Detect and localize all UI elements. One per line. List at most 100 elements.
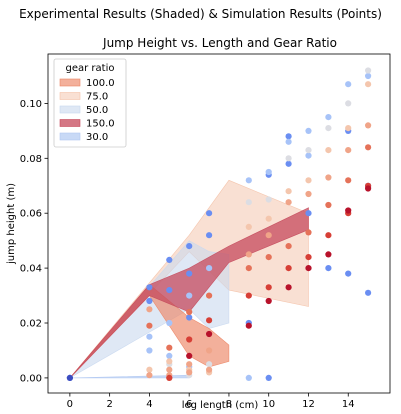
sim-point — [186, 292, 193, 299]
legend-swatch — [59, 119, 81, 127]
x-tick-label: 12 — [302, 399, 315, 410]
sim-point — [166, 374, 173, 381]
sim-point — [285, 133, 292, 140]
sim-point — [365, 72, 372, 80]
sim-point — [345, 147, 352, 154]
sim-point — [285, 160, 292, 167]
sim-point — [206, 232, 213, 239]
sim-point — [146, 366, 153, 373]
sim-point — [285, 265, 292, 272]
sim-point — [305, 229, 312, 236]
sim-point — [265, 297, 272, 305]
sim-point — [146, 372, 153, 379]
figure-suptitle: Experimental Results (Shaded) & Simulati… — [19, 7, 382, 21]
sim-point — [285, 188, 292, 195]
sim-point — [186, 270, 193, 277]
sim-point — [325, 147, 332, 154]
sim-point — [245, 177, 252, 184]
sim-point — [305, 147, 312, 154]
sim-point — [265, 168, 272, 176]
sim-point — [345, 207, 352, 214]
sim-point — [345, 100, 352, 107]
y-axis: 0.00 0.02 0.04 0.06 0.08 0.10 — [20, 99, 48, 384]
sim-point — [186, 361, 193, 368]
sim-point — [245, 223, 252, 230]
sim-point — [325, 232, 332, 239]
sim-point — [206, 347, 213, 354]
legend-entry-label: 75.0 — [86, 92, 108, 103]
sim-point — [305, 152, 312, 159]
sim-point — [285, 284, 292, 291]
sim-point — [265, 215, 272, 222]
x-tick-label: 6 — [186, 399, 192, 410]
sim-point — [345, 270, 352, 277]
sim-point — [166, 366, 173, 373]
sim-point — [325, 265, 332, 272]
y-tick-label: 0.08 — [20, 154, 42, 165]
sim-point — [166, 256, 173, 263]
y-tick-label: 0.04 — [20, 264, 42, 275]
sim-point — [146, 333, 153, 340]
legend-swatch — [59, 78, 81, 87]
sim-point — [265, 254, 272, 261]
sim-point — [166, 344, 173, 351]
x-tick-label: 8 — [226, 399, 232, 410]
sim-point — [285, 199, 292, 206]
sim-point — [365, 185, 372, 192]
y-tick-label: 0.06 — [20, 209, 42, 220]
legend-swatch — [59, 105, 81, 114]
sim-point — [146, 297, 153, 305]
sim-point — [166, 352, 173, 359]
sim-point — [265, 284, 272, 291]
sim-point — [285, 138, 292, 145]
sim-point — [245, 374, 252, 381]
y-tick-label: 0.10 — [20, 99, 42, 110]
legend-swatch — [59, 132, 81, 141]
sim-point — [365, 122, 372, 129]
sim-point — [206, 366, 213, 373]
sim-point — [305, 265, 312, 272]
sim-point — [365, 81, 372, 88]
legend-entry-label: 30.0 — [86, 132, 108, 143]
sim-point — [365, 67, 372, 74]
sim-point — [365, 289, 372, 296]
legend-title: gear ratio — [66, 63, 115, 74]
chart-title: Jump Height vs. Length and Gear Ratio — [102, 36, 337, 50]
sim-point — [166, 319, 173, 327]
sim-point — [345, 81, 352, 88]
sim-point — [186, 369, 193, 376]
x-tick-label: 0 — [67, 399, 73, 410]
legend-entry-label: 150.0 — [86, 119, 115, 130]
sim-point — [285, 243, 292, 250]
sim-point — [245, 199, 252, 206]
sim-point — [146, 306, 153, 313]
sim-point — [345, 177, 352, 184]
sim-point — [206, 317, 213, 324]
sim-point — [265, 374, 272, 381]
sim-point — [265, 196, 272, 203]
sim-point — [265, 232, 272, 239]
sim-point — [206, 292, 213, 299]
sim-point — [166, 358, 173, 365]
sim-point — [186, 243, 193, 250]
sim-point — [325, 174, 332, 181]
x-tick-label: 2 — [106, 399, 112, 410]
sim-point — [305, 177, 312, 184]
sim-point — [305, 254, 312, 261]
sim-point — [285, 155, 292, 162]
sim-point — [206, 330, 213, 338]
sim-point — [245, 265, 252, 272]
sim-point — [146, 322, 153, 329]
sim-point — [245, 292, 252, 299]
legend-entry-label: 100.0 — [86, 78, 115, 89]
x-axis: 0 2 4 6 8 10 12 14 — [67, 393, 355, 410]
sim-point — [305, 190, 312, 198]
legend-entry-label: 50.0 — [86, 105, 108, 116]
sim-point — [206, 210, 213, 217]
sim-point — [305, 210, 312, 217]
sim-point — [305, 127, 312, 134]
axes-frame — [47, 53, 391, 394]
y-axis-label: jump height (m) — [6, 183, 17, 265]
legend: gear ratio 100.0 75.0 50.0 150.0 30.0 — [53, 58, 127, 148]
